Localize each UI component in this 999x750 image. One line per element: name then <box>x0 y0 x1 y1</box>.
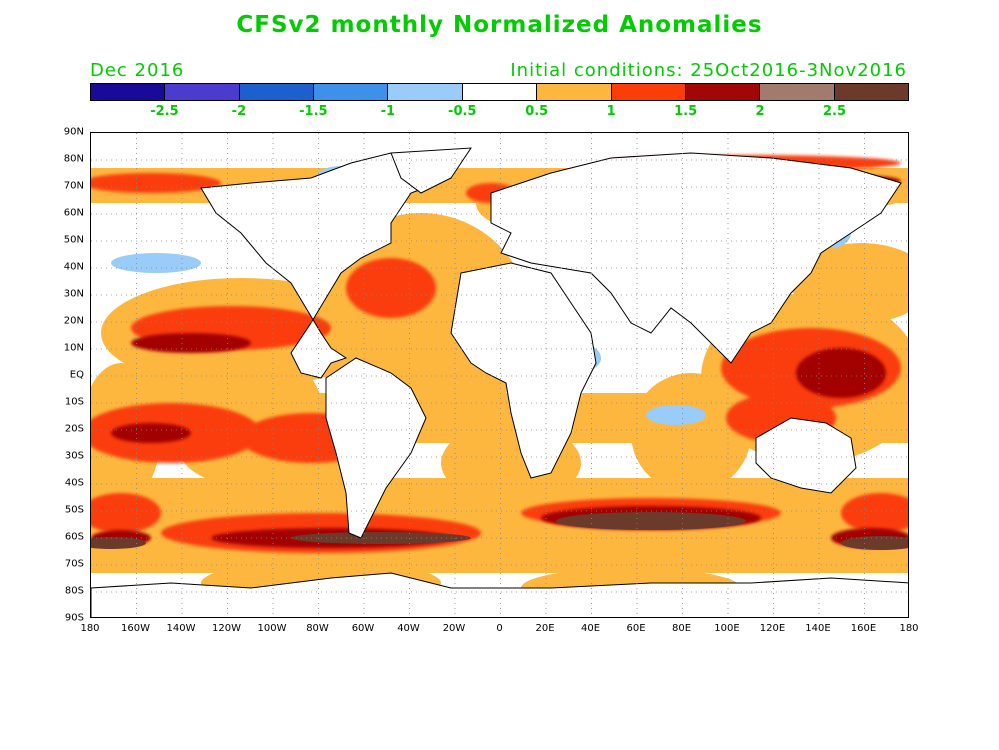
latitude-label: 90S <box>64 612 84 624</box>
latitude-label: 60S <box>64 531 84 543</box>
longitude-label: 160E <box>850 623 877 634</box>
colorbar-box <box>760 84 835 100</box>
latitude-label: 20N <box>63 315 84 327</box>
colorbar-label: 1.5 <box>674 104 698 119</box>
initial-conditions: Initial conditions: 25Oct2016-3Nov2016 <box>510 60 907 81</box>
latitude-label: 50N <box>63 234 84 246</box>
colorbar-box <box>239 84 315 100</box>
colorbar-label: 1 <box>606 104 616 119</box>
latitude-label: 70S <box>64 558 84 570</box>
longitude-label: 20E <box>535 623 555 634</box>
map-title: CFSv2 monthly Normalized Anomalies <box>236 12 763 38</box>
colorbar-label: -0.5 <box>448 104 477 119</box>
anomaly-map <box>90 132 909 618</box>
latitude-label: EQ <box>69 369 84 381</box>
longitude-label: 140W <box>166 623 196 634</box>
map-canvas <box>91 133 908 617</box>
longitude-label: 160W <box>121 623 150 634</box>
latitude-label: 10N <box>63 342 84 354</box>
latitude-label: 10S <box>64 396 84 408</box>
longitude-label: 140E <box>805 623 831 634</box>
longitude-label: 40E <box>580 623 601 634</box>
colorbar <box>90 83 909 101</box>
latitude-label: 90N <box>63 126 84 138</box>
longitude-label: 80E <box>671 623 692 634</box>
latitude-label: 50S <box>64 504 84 516</box>
latitude-label: 40S <box>64 477 84 489</box>
colorbar-box <box>611 84 686 100</box>
latitude-label: 30N <box>63 288 84 300</box>
latitude-label: 80N <box>63 153 84 165</box>
colorbar-box <box>314 84 389 100</box>
colorbar-box <box>834 84 908 100</box>
latitude-label: 20S <box>64 423 84 435</box>
colorbar-label: 2 <box>755 104 765 119</box>
latitude-label: 30S <box>64 450 84 462</box>
continents <box>91 147 908 617</box>
colorbar-box <box>537 84 612 100</box>
longitude-label: 60E <box>626 623 646 634</box>
longitude-label: 80W <box>306 623 329 634</box>
forecast-month: Dec 2016 <box>90 60 185 81</box>
latitude-label: 40N <box>63 261 84 273</box>
colorbar-label: 2.5 <box>823 104 847 119</box>
colorbar-box <box>388 84 463 100</box>
longitude-label: 0 <box>496 623 503 634</box>
longitude-label: 40W <box>397 623 420 634</box>
longitude-label: 20W <box>442 623 466 634</box>
longitude-label: 60W <box>351 623 375 634</box>
colorbar-labels: -2.5 -2 -1.5 -1 -0.5 0.5 1 1.5 2 2.5 <box>90 104 909 122</box>
colorbar-label: -1.5 <box>299 104 328 119</box>
longitude-label: 100E <box>714 623 740 634</box>
colorbar-box <box>165 84 240 100</box>
colorbar-box <box>91 84 166 100</box>
colorbar-box <box>462 84 538 100</box>
longitude-label: 120E <box>759 623 786 634</box>
colorbar-box <box>685 84 761 100</box>
colorbar-label: -2 <box>231 104 247 119</box>
longitude-label: 180 <box>899 623 919 634</box>
colorbar-label: 0.5 <box>525 104 549 119</box>
colorbar-label: -1 <box>380 104 396 119</box>
colorbar-label: -2.5 <box>150 104 179 119</box>
grid-lines <box>91 133 908 617</box>
latitude-label: 80S <box>64 585 84 597</box>
longitude-label: 180 <box>80 623 100 634</box>
latitude-label: 70N <box>63 180 84 192</box>
longitude-label: 100W <box>257 623 287 634</box>
latitude-label: 60N <box>63 207 84 219</box>
longitude-label: 120W <box>212 623 241 634</box>
